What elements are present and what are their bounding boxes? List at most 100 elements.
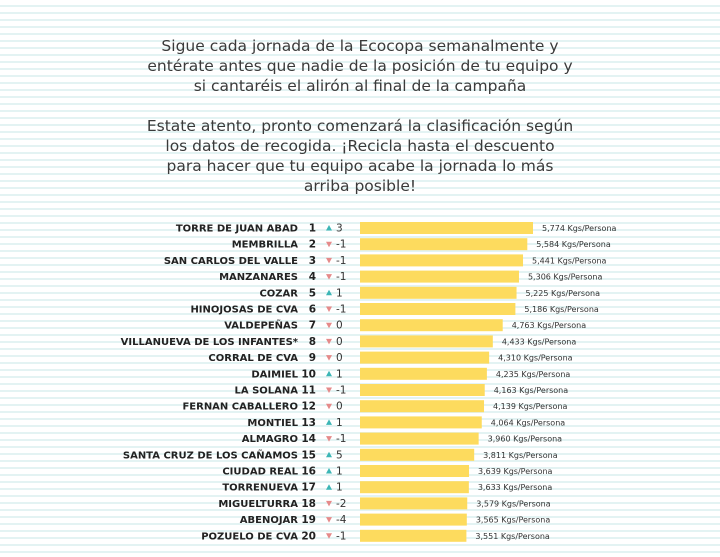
rank-number: 6 bbox=[309, 304, 316, 316]
value-label: 5,774 Kgs/Persona bbox=[542, 224, 617, 233]
team-name: COZAR bbox=[259, 288, 298, 299]
team-name: VILLANUEVA DE LOS INFANTES* bbox=[121, 337, 299, 348]
value-bar bbox=[360, 529, 467, 542]
value-bar bbox=[360, 513, 467, 526]
value-label: 3,960 Kgs/Persona bbox=[488, 435, 563, 444]
position-change: 5 bbox=[336, 449, 343, 461]
position-change: -2 bbox=[336, 498, 346, 510]
rank-number: 9 bbox=[309, 352, 316, 364]
value-label: 3,811 Kgs/Persona bbox=[483, 451, 558, 460]
position-change: 1 bbox=[336, 417, 343, 429]
team-name: TORRE DE JUAN ABAD bbox=[176, 224, 298, 235]
rank-number: 16 bbox=[301, 466, 316, 478]
team-name: MEMBRILLA bbox=[232, 240, 299, 251]
position-change: -1 bbox=[336, 304, 346, 316]
team-name: POZUELO DE CVA bbox=[201, 531, 298, 542]
team-name: SAN CARLOS DEL VALLE bbox=[164, 256, 298, 267]
down-arrow-icon bbox=[326, 517, 332, 523]
position-change: -1 bbox=[336, 255, 346, 267]
rank-number: 15 bbox=[301, 449, 316, 461]
down-arrow-icon bbox=[326, 533, 332, 539]
down-arrow-icon bbox=[326, 338, 332, 345]
team-name: CORRAL DE CVA bbox=[208, 353, 298, 364]
position-change: -1 bbox=[336, 239, 346, 251]
rank-number: 11 bbox=[301, 385, 316, 397]
value-label: 5,225 Kgs/Persona bbox=[526, 289, 601, 298]
position-change: 0 bbox=[336, 320, 343, 332]
value-label: 3,579 Kgs/Persona bbox=[476, 499, 551, 508]
intro-paragraph-2: Estate atento, pronto comenzará la clasi… bbox=[146, 117, 574, 195]
team-name: HINOJOSAS DE CVA bbox=[190, 305, 298, 316]
up-arrow-icon bbox=[326, 484, 332, 490]
rank-number: 10 bbox=[301, 368, 316, 380]
value-bar bbox=[360, 400, 485, 413]
value-label: 4,235 Kgs/Persona bbox=[496, 370, 571, 379]
value-bar bbox=[360, 448, 475, 461]
value-bar bbox=[360, 481, 469, 494]
up-arrow-icon bbox=[326, 289, 332, 296]
rank-number: 18 bbox=[301, 498, 316, 510]
value-label: 4,433 Kgs/Persona bbox=[502, 337, 577, 346]
rank-number: 17 bbox=[301, 482, 316, 494]
value-label: 4,163 Kgs/Persona bbox=[494, 386, 569, 395]
value-bar bbox=[360, 222, 533, 234]
rank-number: 19 bbox=[301, 514, 316, 526]
rank-number: 5 bbox=[309, 287, 316, 299]
value-label: 4,310 Kgs/Persona bbox=[498, 354, 573, 363]
team-name: VALDEPEÑAS bbox=[224, 319, 298, 332]
rank-number: 1 bbox=[309, 223, 316, 235]
value-label: 4,763 Kgs/Persona bbox=[512, 321, 587, 330]
team-name: TORRENUEVA bbox=[222, 483, 298, 494]
position-change: 1 bbox=[336, 287, 343, 299]
team-name: SANTA CRUZ DE LOS CAÑAMOS bbox=[123, 448, 298, 461]
value-bar bbox=[360, 367, 487, 380]
position-change: -1 bbox=[336, 385, 346, 397]
rank-number: 14 bbox=[301, 433, 316, 445]
rank-number: 13 bbox=[301, 417, 316, 429]
value-label: 4,064 Kgs/Persona bbox=[491, 418, 566, 427]
team-name: CIUDAD REAL bbox=[222, 467, 298, 478]
position-change: -1 bbox=[336, 530, 346, 542]
value-bar bbox=[360, 270, 519, 283]
value-label: 3,633 Kgs/Persona bbox=[478, 483, 553, 492]
position-change: 0 bbox=[336, 352, 343, 364]
down-arrow-icon bbox=[326, 274, 332, 280]
position-change: -1 bbox=[336, 433, 346, 445]
up-arrow-icon bbox=[326, 225, 332, 231]
value-bar bbox=[360, 497, 468, 510]
value-label: 5,584 Kgs/Persona bbox=[536, 240, 611, 249]
position-change: 3 bbox=[336, 223, 343, 235]
team-name: MIGUELTURRA bbox=[218, 499, 298, 510]
up-arrow-icon bbox=[326, 419, 332, 425]
intro-paragraph-1: Sigue cada jornada de la Ecocopa semanal… bbox=[147, 37, 573, 95]
rank-number: 20 bbox=[301, 530, 316, 542]
team-name: MONTIEL bbox=[247, 418, 298, 429]
rank-number: 4 bbox=[309, 271, 316, 283]
value-label: 3,565 Kgs/Persona bbox=[476, 516, 551, 525]
intro-text: Sigue cada jornada de la Ecocopa semanal… bbox=[0, 36, 720, 216]
value-label: 5,306 Kgs/Persona bbox=[528, 273, 603, 282]
value-bar bbox=[360, 286, 517, 299]
value-bar bbox=[360, 432, 479, 445]
team-name: MANZANARES bbox=[219, 272, 298, 283]
up-arrow-icon bbox=[326, 451, 332, 458]
down-arrow-icon bbox=[326, 355, 332, 361]
team-name: ABENOJAR bbox=[240, 515, 299, 526]
down-arrow-icon bbox=[326, 387, 332, 393]
position-change: 1 bbox=[336, 482, 343, 494]
up-arrow-icon bbox=[326, 468, 332, 474]
position-change: -1 bbox=[336, 271, 346, 283]
down-arrow-icon bbox=[326, 436, 332, 442]
value-label: 5,186 Kgs/Persona bbox=[524, 305, 599, 314]
position-change: 0 bbox=[336, 336, 343, 348]
team-name: LA SOLANA bbox=[234, 386, 298, 397]
value-bar bbox=[360, 384, 485, 396]
position-change: 1 bbox=[336, 466, 343, 478]
up-arrow-icon bbox=[326, 370, 332, 377]
down-arrow-icon bbox=[326, 322, 332, 329]
value-label: 5,441 Kgs/Persona bbox=[532, 256, 607, 265]
down-arrow-icon bbox=[326, 241, 332, 248]
rank-number: 2 bbox=[309, 239, 316, 251]
team-name: ALMAGRO bbox=[242, 434, 298, 445]
